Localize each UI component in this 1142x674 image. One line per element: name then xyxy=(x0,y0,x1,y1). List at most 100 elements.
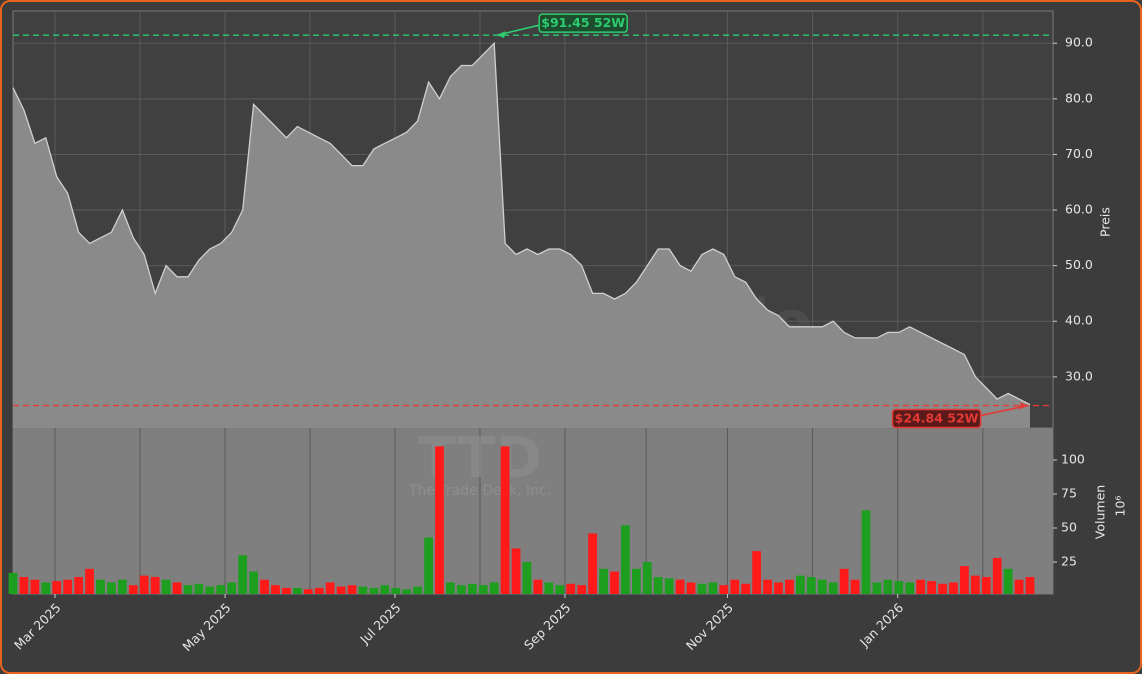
y-tick-label: 50 xyxy=(1061,520,1077,535)
volume-bar xyxy=(970,575,980,594)
volume-bar xyxy=(741,583,751,594)
volume-bar xyxy=(424,537,433,594)
volume-bar xyxy=(85,568,94,594)
volume-bar xyxy=(621,525,630,594)
volume-bar xyxy=(981,576,991,594)
volume-bar xyxy=(828,582,838,594)
volume-bar xyxy=(850,579,860,594)
volume-bar xyxy=(314,587,324,594)
volume-bar xyxy=(500,446,510,594)
volume-bar xyxy=(205,586,215,594)
volume-bar xyxy=(347,585,357,594)
volume-bar xyxy=(927,581,936,594)
volume-bar xyxy=(642,562,652,594)
volume-bar xyxy=(249,571,258,594)
volume-bar xyxy=(653,576,663,594)
volume-bar xyxy=(260,579,269,594)
volume-bar xyxy=(303,589,313,594)
volume-bar xyxy=(533,579,543,594)
annotation-label: $91.45 52W xyxy=(541,15,625,30)
volume-bar xyxy=(391,587,401,594)
volume-bar xyxy=(817,579,827,594)
arrow-head xyxy=(1019,402,1028,410)
volume-bar xyxy=(544,582,554,594)
volume-bar xyxy=(63,579,73,594)
annotation: $91.45 52W xyxy=(496,13,628,39)
volume-bar xyxy=(238,555,248,594)
volume-bar xyxy=(774,582,783,594)
volume-bar xyxy=(489,582,499,594)
volume-bar xyxy=(938,583,947,594)
volume-bar xyxy=(806,576,816,594)
volume-bar xyxy=(752,551,762,594)
volume-bar xyxy=(41,582,51,594)
volume-bar xyxy=(631,568,641,594)
x-tick-label: Sep 2025 xyxy=(521,600,574,653)
annotation-arrow xyxy=(980,404,1028,417)
y-axis-scale: 10⁶ xyxy=(1113,496,1128,517)
volume-bar xyxy=(325,582,335,594)
volume-bar xyxy=(522,562,532,594)
volume-bar xyxy=(150,576,160,594)
volume-bar xyxy=(435,446,444,594)
y-tick-label: 60.0 xyxy=(1065,202,1093,217)
y-tick-label: 75 xyxy=(1061,485,1077,500)
volume-bar xyxy=(161,579,171,594)
y-axis-label: Volumen xyxy=(1093,485,1108,539)
volume-bar xyxy=(467,583,477,594)
volume-bar xyxy=(599,568,608,594)
volume-bar xyxy=(861,510,871,594)
volume-bar xyxy=(478,585,488,594)
volume-bar xyxy=(730,579,740,594)
y-tick-label: 70.0 xyxy=(1065,146,1093,161)
volume-bar xyxy=(369,587,379,594)
volume-bar xyxy=(227,582,237,594)
volume-bar xyxy=(271,585,280,594)
volume-bar xyxy=(511,548,521,594)
x-tick-label: Jan 2026 xyxy=(856,600,906,650)
volume-bar xyxy=(577,585,587,594)
volume-bar xyxy=(52,581,62,594)
volume-bar xyxy=(8,572,18,594)
volume-bar xyxy=(216,585,226,594)
volume-bar xyxy=(96,579,105,594)
company-watermark: The Trade Desk, Inc. xyxy=(408,483,551,499)
y-axis-label: Preis xyxy=(1098,207,1113,237)
volume-bar xyxy=(949,582,958,594)
volume-bar xyxy=(292,587,302,594)
y-tick-label: 50.0 xyxy=(1065,257,1093,272)
volume-bar xyxy=(566,583,576,594)
volume-bar xyxy=(402,589,412,594)
volume-bar xyxy=(107,582,116,594)
volume-bar xyxy=(413,586,423,594)
volume-bar xyxy=(1014,579,1024,594)
annotation: $24.84 52W xyxy=(891,402,1028,429)
volume-bar xyxy=(686,582,696,594)
volume-bar xyxy=(960,566,969,594)
price-area xyxy=(13,43,1030,428)
volume-bar xyxy=(894,581,904,594)
volume-bar xyxy=(916,579,926,594)
volume-bar xyxy=(194,583,204,594)
volume-bar xyxy=(1003,568,1013,594)
volume-bar xyxy=(30,579,40,594)
volume-bar xyxy=(883,579,893,594)
volume-bar xyxy=(697,583,707,594)
x-tick-label: Nov 2025 xyxy=(683,600,736,653)
volume-bar xyxy=(675,579,685,594)
volume-bar xyxy=(336,586,346,594)
volume-bar xyxy=(139,575,149,594)
volume-bar xyxy=(588,533,597,594)
annotation-box xyxy=(538,13,628,33)
volume-bar xyxy=(446,582,455,594)
y-tick-label: 25 xyxy=(1061,554,1077,569)
volume-bar xyxy=(610,571,619,594)
volume-bar xyxy=(872,582,882,594)
volume-bar xyxy=(380,585,390,594)
volume-bar xyxy=(183,585,193,594)
volume-bar xyxy=(358,586,368,594)
volume-bar xyxy=(128,585,138,594)
volume-bar xyxy=(19,576,29,594)
y-tick-label: 80.0 xyxy=(1065,90,1093,105)
